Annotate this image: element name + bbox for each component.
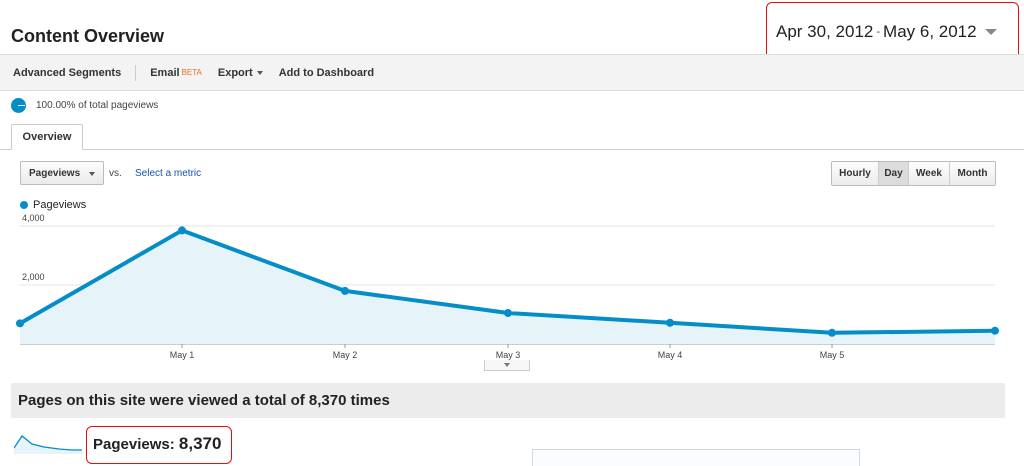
chevron-down-icon[interactable] <box>984 29 997 35</box>
toolbar-divider <box>135 64 137 81</box>
x-tick-labels: May 1 May 2 May 3 May 4 May 5 <box>170 344 845 360</box>
tab-overview[interactable]: Overview <box>11 124 83 150</box>
hourly-button[interactable]: Hourly <box>832 162 879 185</box>
vs-label: vs. <box>109 168 122 179</box>
stat-value: 8,370 <box>178 434 222 453</box>
partial-panel <box>532 449 860 466</box>
chart-legend: Pageviews <box>20 199 86 211</box>
summary-headline: Pages on this site were viewed a total o… <box>11 383 1005 418</box>
add-to-dashboard-label: Add to Dashboard <box>278 66 375 79</box>
advanced-segments-label: Advanced Segments <box>13 66 122 79</box>
select-metric-link[interactable]: Select a metric <box>135 168 202 179</box>
day-button[interactable]: Day <box>879 162 909 185</box>
y-tick-labels: 2,000 4,000 <box>22 214 45 282</box>
add-to-dashboard-button[interactable]: Add to Dashboard <box>271 67 382 79</box>
metric-select[interactable]: Pageviews <box>20 161 104 185</box>
chevron-down-icon <box>504 363 510 367</box>
legend-dot-icon <box>20 201 28 209</box>
chevron-down-icon <box>89 172 95 176</box>
segment-label: 100.00% of total pageviews <box>36 100 159 111</box>
metric-select-value: Pageviews <box>29 167 81 179</box>
data-point[interactable] <box>16 319 24 328</box>
month-button[interactable]: Month <box>950 162 995 185</box>
export-button[interactable]: Export <box>210 67 271 79</box>
pageviews-sparkline <box>14 435 82 454</box>
pageviews-chart: 2,000 4,000 May 1 May 2 May 3 May 4 May 5 <box>16 214 999 360</box>
y-tick-label: 2,000 <box>22 272 45 282</box>
data-point[interactable] <box>828 328 836 337</box>
date-end: May 6, 2012 <box>883 22 977 41</box>
data-point[interactable] <box>504 309 512 318</box>
x-tick-label: May 1 <box>170 350 195 360</box>
data-point[interactable] <box>991 326 999 335</box>
x-tick-label: May 4 <box>658 350 683 360</box>
tab-overview-label: Overview <box>22 131 72 143</box>
email-label: Email <box>150 66 180 79</box>
y-tick-label: 4,000 <box>22 214 45 223</box>
data-point[interactable] <box>666 318 674 327</box>
tab-baseline <box>0 149 1024 150</box>
report-toolbar: Advanced Segments Email BETA Export Add … <box>0 54 1024 91</box>
data-point[interactable] <box>341 286 349 295</box>
week-label: Week <box>916 168 942 179</box>
segment-summary: 100.00% of total pageviews <box>11 98 158 113</box>
date-range-picker[interactable]: Apr 30, 2012 - May 6, 2012 <box>776 20 997 44</box>
x-tick-label: May 5 <box>820 350 845 360</box>
pie-chart-icon <box>11 98 26 113</box>
chart-collapse-toggle[interactable] <box>484 360 530 371</box>
hourly-label: Hourly <box>839 168 871 179</box>
day-label: Day <box>884 168 903 179</box>
export-label: Export <box>217 66 253 79</box>
date-separator: - <box>876 26 881 38</box>
data-point[interactable] <box>178 226 186 235</box>
x-tick-label: May 3 <box>496 350 521 360</box>
advanced-segments-button[interactable]: Advanced Segments <box>0 67 129 79</box>
date-start: Apr 30, 2012 <box>776 22 874 41</box>
x-tick-label: May 2 <box>333 350 358 360</box>
stat-label: Pageviews: <box>93 436 175 453</box>
legend-label: Pageviews <box>33 199 87 211</box>
month-label: Month <box>957 168 988 179</box>
page-title: Content Overview <box>11 26 165 46</box>
series-points <box>16 226 999 337</box>
beta-badge: BETA <box>181 68 202 77</box>
chevron-down-icon <box>256 70 263 75</box>
summary-headline-text: Pages on this site were viewed a total o… <box>18 392 390 409</box>
granularity-toggle: Hourly Day Week Month <box>831 161 996 186</box>
pageviews-stat: Pageviews: 8,370 <box>93 434 221 454</box>
email-button[interactable]: Email BETA <box>142 67 210 79</box>
week-button[interactable]: Week <box>909 162 950 185</box>
series-area <box>20 230 995 344</box>
